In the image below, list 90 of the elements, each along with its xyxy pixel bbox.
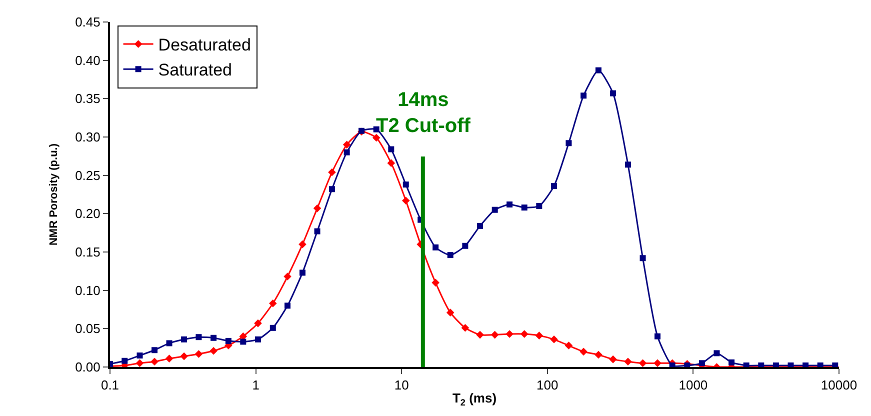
x-tick-label: 1 [252,378,260,393]
x-axis-title: T$_{2}$ (ms) [452,390,497,408]
point [609,355,617,364]
point [714,350,720,356]
point [313,204,322,212]
point [461,324,470,332]
y-tick-label: 0.15 [75,244,100,260]
point [654,333,660,340]
point [594,350,602,359]
point [432,278,440,287]
legend-label: Saturated [158,60,232,80]
annotation: 14ms T2 Cut-off [376,89,471,137]
point [372,134,380,142]
point [566,140,572,146]
point [535,332,544,340]
point [564,342,573,350]
point [165,354,174,362]
point [240,338,246,345]
point [490,330,499,339]
x-tick-label: 0.1 [100,378,120,393]
point [624,358,632,366]
y-tick-label: 0.00 [75,360,100,375]
point [328,186,335,192]
point [225,338,232,344]
point [492,206,498,213]
x-tick-label: 100 [536,378,558,393]
point [196,334,202,340]
point [477,222,484,229]
point [342,140,351,149]
point [476,330,484,339]
point [284,272,292,280]
x-tick-label: 1000 [678,378,708,393]
point [550,336,558,344]
point [194,350,203,358]
y-tick-label: 0.45 [75,14,100,30]
point [432,244,439,250]
point [284,302,291,309]
legend-label: Desaturated [158,36,251,55]
point [150,358,158,366]
point [314,228,320,234]
point [654,359,662,367]
point [447,252,454,258]
point [624,162,631,168]
point [610,90,616,96]
y-axis-title: NMR Porosity (p.u.) [48,143,60,246]
point [387,159,396,167]
point [180,352,188,360]
point [580,348,588,356]
point [344,149,350,156]
y-tick-label: 0.30 [75,130,100,145]
point [254,319,262,328]
point [521,204,528,211]
point [402,182,409,188]
point [210,347,218,355]
x-tick-label: 10 [394,378,409,393]
point [328,168,336,176]
point [551,183,558,190]
point [580,92,587,99]
point [728,359,735,366]
point [446,308,454,316]
point [270,324,276,331]
x-tick-label: 10000 [820,378,858,393]
y-tick-label: 0.25 [75,168,100,183]
point [595,67,602,74]
y-tick-label: 0.10 [75,282,100,298]
point [254,336,261,342]
point [462,242,468,249]
point [506,201,513,208]
point [181,336,188,342]
y-tick-label: 0.40 [75,52,100,68]
y-tick-label: 0.20 [75,206,100,222]
point [299,270,306,276]
point [402,196,410,205]
point [136,359,144,367]
point [638,359,647,367]
y-tick-label: 0.35 [75,91,100,106]
point [298,240,306,248]
point [388,146,394,152]
point [640,255,646,262]
point [152,347,158,354]
point [122,358,128,364]
point [136,352,143,358]
point [210,334,217,341]
point [269,299,277,308]
point [506,330,514,338]
y-tick-label: 0.05 [75,321,100,336]
point [669,362,676,367]
point [536,203,542,209]
point [166,340,172,346]
point [520,330,528,338]
